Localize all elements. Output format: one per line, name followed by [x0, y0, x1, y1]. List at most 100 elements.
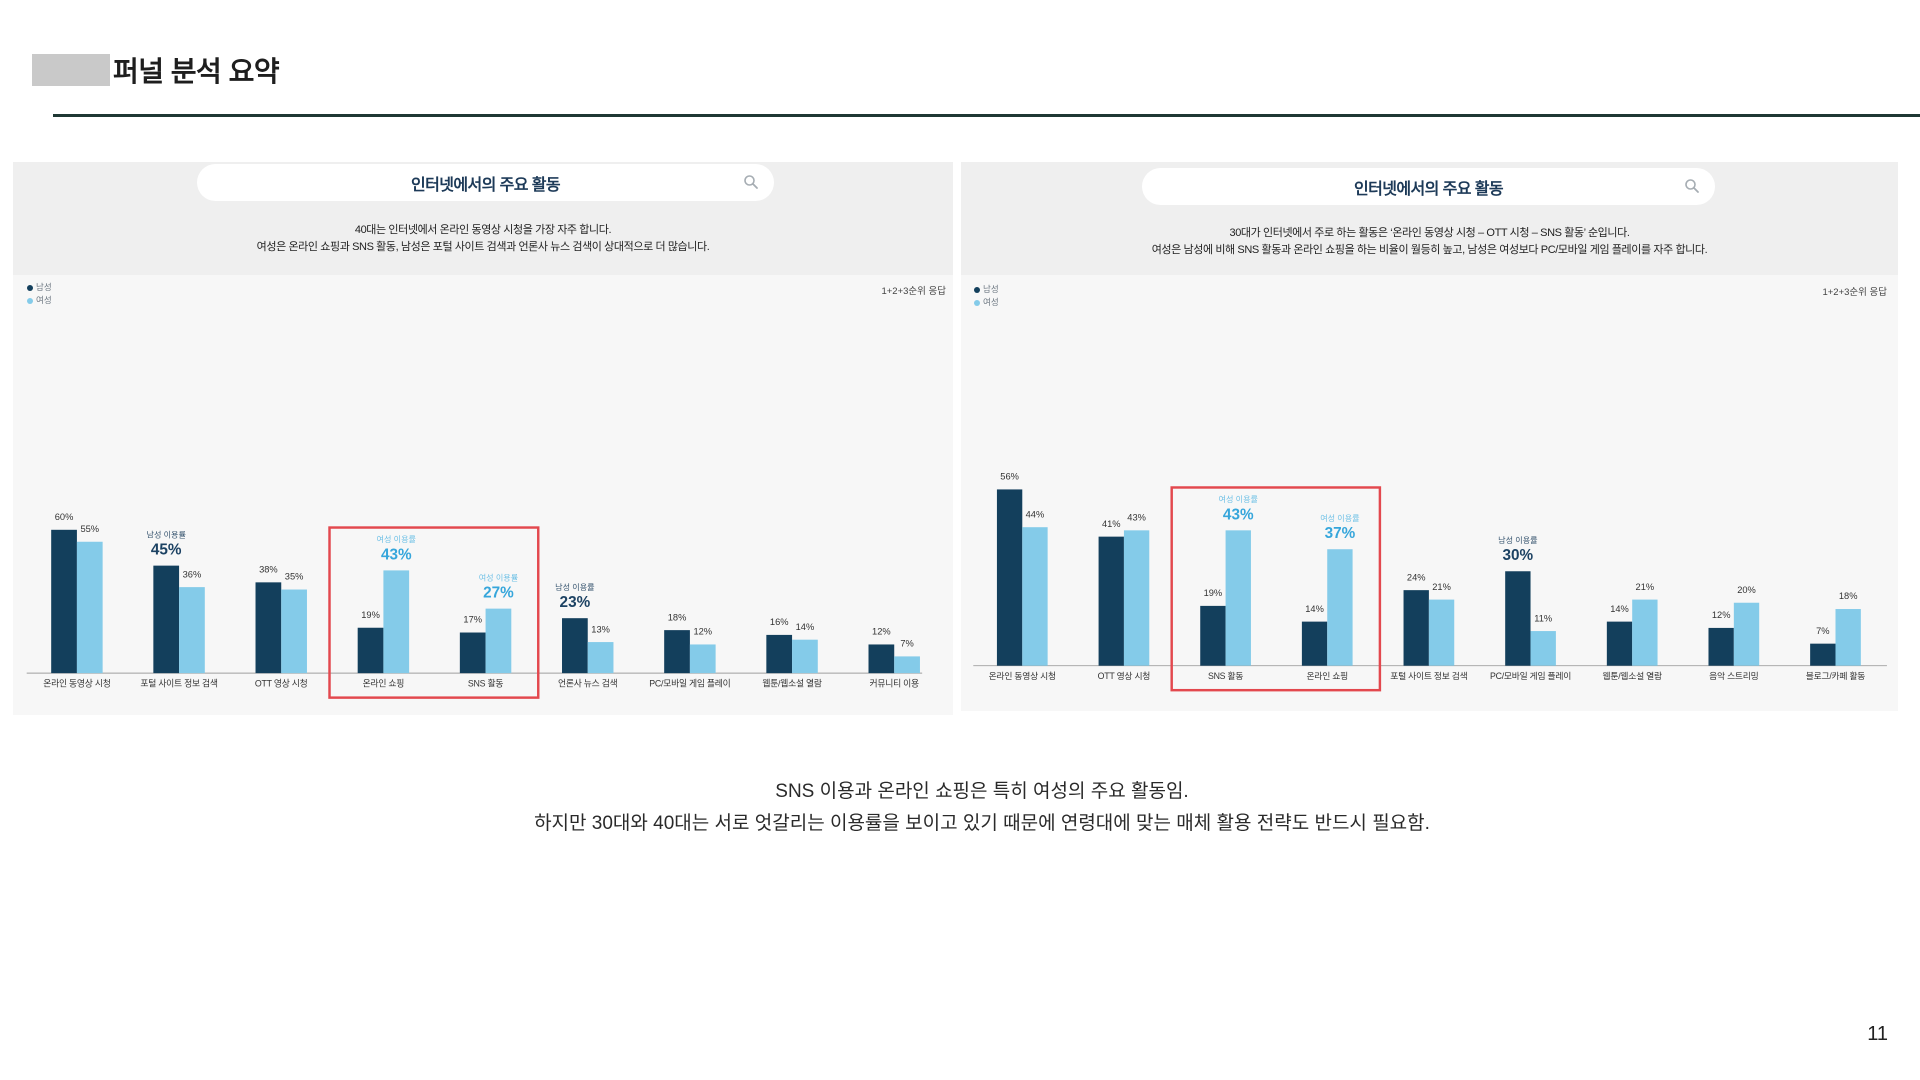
bar-female-8 [792, 639, 818, 674]
value-label-male-9: 7% [1816, 626, 1829, 636]
highlight-caption-female-3: 여성 이용률 [1219, 494, 1258, 504]
value-label-female-7: 12% [693, 627, 712, 637]
emphasis-box [328, 526, 540, 699]
bar-chart: 56% 44% 온라인 동영상 시청 41% 43% OTT 영상 시청 19% 여성 이용률… [973, 472, 1887, 692]
bar-female-4 [1327, 549, 1353, 666]
highlight-caption-male-6: 남성 이용률 [555, 582, 594, 592]
value-label-male-5: 24% [1407, 572, 1426, 582]
category-label-3: SNS 활동 [1208, 670, 1243, 681]
bar-male-2 [1098, 536, 1124, 666]
value-label-female-9: 18% [1839, 591, 1858, 601]
summary-line: SNS 이용과 온라인 쇼핑은 특히 여성의 주요 활동임. [775, 781, 1189, 802]
value-label-male-8: 12% [1712, 610, 1731, 620]
bar-female-1 [76, 541, 103, 674]
legend-label-male: 남성 [983, 284, 999, 294]
value-label-female-2: 36% [183, 569, 202, 579]
bar-female-5 [485, 608, 512, 674]
bar-female-1 [1022, 527, 1048, 666]
bar-male-2 [153, 565, 180, 674]
legend-dot-female [27, 297, 33, 304]
description-line: 30대가 인터넷에서 주로 하는 활동은 ‘온라인 동영상 시청 – OTT 시… [1229, 227, 1630, 239]
chart-description: 30대가 인터넷에서 주로 하는 활동은 ‘온라인 동영상 시청 – OTT 시… [961, 225, 1898, 259]
category-label-2: 포털 사이트 정보 검색 [140, 678, 218, 689]
bar-male-8 [1708, 627, 1734, 666]
bar-male-1 [996, 489, 1023, 666]
highlight-value-male-6: 30% [1503, 547, 1534, 564]
value-label-male-4: 19% [361, 610, 380, 620]
page-number: 11 [1867, 1023, 1888, 1045]
category-label-1: 온라인 동영상 시청 [989, 671, 1056, 681]
bar-male-3 [255, 582, 282, 674]
bar-female-3 [1225, 530, 1251, 666]
category-label-4: 온라인 쇼핑 [1307, 671, 1349, 681]
emphasis-box [1170, 486, 1382, 692]
highlight-value-female-4: 37% [1325, 525, 1356, 542]
slide-title: 퍼널 분석 요약 [113, 56, 280, 87]
response-note: 1+2+3순위 응답 [881, 286, 946, 297]
highlight-caption-male-2: 남성 이용률 [147, 529, 186, 539]
bar-male-7 [1606, 621, 1633, 666]
value-label-female-2: 43% [1127, 513, 1146, 523]
description-line: 여성은 남성에 비해 SNS 활동과 온라인 쇼핑을 하는 비율이 월등히 높고… [1151, 244, 1708, 256]
panel-header: 인터넷에서의 주요 활동 30대가 인터넷에서 주로 하는 활동은 ‘온라인 동… [961, 162, 1898, 275]
category-label-8: 웹툰/웹소설 열람 [762, 678, 822, 689]
search-icon [744, 175, 758, 189]
bar-male-4 [357, 627, 384, 674]
highlight-value-male-2: 45% [151, 542, 182, 559]
highlight-caption-female-5: 여성 이용률 [479, 572, 518, 582]
chart-panel-right: 인터넷에서의 주요 활동 30대가 인터넷에서 주로 하는 활동은 ‘온라인 동… [961, 162, 1898, 711]
value-label-female-8: 20% [1737, 585, 1756, 595]
value-label-male-7: 18% [668, 612, 687, 622]
legend-item-male: 남성 [27, 281, 52, 294]
value-label-male-1: 60% [55, 512, 74, 522]
value-label-female-1: 44% [1026, 509, 1045, 519]
legend-label-female: 여성 [36, 295, 52, 305]
bar-female-8 [1733, 602, 1760, 666]
description-line: 여성은 온라인 쇼핑과 SNS 활동, 남성은 포털 사이트 검색과 언론사 뉴… [256, 241, 710, 253]
bar-female-2 [179, 587, 205, 674]
bar-female-7 [689, 644, 716, 674]
chart-title: 인터넷에서의 주요 활동 [1354, 180, 1504, 198]
value-label-female-5: 21% [1432, 582, 1451, 592]
bar-male-5 [459, 632, 486, 674]
category-label-9: 커뮤니티 이용 [870, 679, 920, 689]
value-label-male-3: 19% [1204, 588, 1223, 598]
bar-female-3 [281, 589, 307, 674]
category-label-4: 온라인 쇼핑 [363, 679, 405, 689]
value-label-male-8: 16% [770, 617, 789, 627]
category-label-7: 웹툰/웹소설 열람 [1603, 670, 1662, 681]
slide-header: 퍼널 분석 요약 [32, 54, 280, 87]
legend-item-male: 남성 [974, 283, 999, 296]
category-label-6: 언론사 뉴스 검색 [558, 678, 618, 689]
bar-female-6 [587, 642, 614, 674]
category-label-9: 블로그/카페 활동 [1806, 670, 1865, 681]
chart-description: 40대는 인터넷에서 온라인 동영상 시청을 가장 자주 합니다. 여성은 온라… [13, 222, 953, 256]
legend-label-female: 여성 [983, 297, 999, 307]
summary-line: 하지만 30대와 40대는 서로 엇갈리는 이용률을 보이고 있기 때문에 연령… [534, 813, 1430, 834]
bar-female-2 [1123, 530, 1150, 666]
bar-male-3 [1200, 605, 1226, 666]
bar-male-7 [664, 630, 690, 674]
description-line: 40대는 인터넷에서 온라인 동영상 시청을 가장 자주 합니다. [354, 224, 612, 236]
legend-dot-male [27, 284, 33, 291]
bar-female-9 [894, 656, 920, 674]
category-label-2: OTT 영상 시청 [1098, 671, 1151, 681]
bar-female-6 [1530, 631, 1556, 666]
legend-item-female: 여성 [974, 296, 999, 309]
legend-dot-female [974, 299, 980, 306]
value-label-female-3: 35% [285, 572, 304, 582]
bar-male-6 [562, 618, 588, 674]
legend-dot-male [974, 286, 980, 293]
highlight-value-female-3: 43% [1223, 506, 1254, 523]
value-label-male-5: 17% [463, 615, 482, 625]
bar-female-5 [1428, 599, 1455, 666]
summary-text: SNS 이용과 온라인 쇼핑은 특히 여성의 주요 활동임. 하지만 30대와 … [282, 776, 1682, 840]
bar-female-9 [1835, 609, 1861, 666]
category-label-6: PC/모바일 게임 플레이 [1490, 670, 1571, 681]
legend-item-female: 여성 [27, 294, 52, 307]
highlight-caption-female-4: 여성 이용률 [377, 534, 416, 544]
chart-title: 인터넷에서의 주요 활동 [411, 176, 561, 194]
redaction-block [32, 54, 110, 86]
bar-male-4 [1301, 621, 1328, 666]
legend: 남성 여성 [27, 281, 52, 307]
